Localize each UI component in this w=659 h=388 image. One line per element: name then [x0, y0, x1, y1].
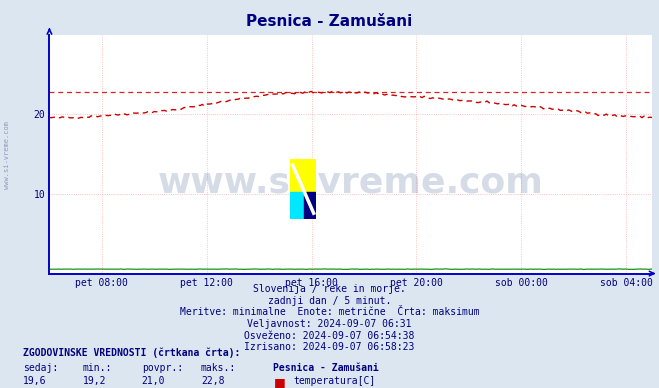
- Text: 21,0: 21,0: [142, 376, 165, 386]
- Polygon shape: [304, 192, 316, 219]
- Text: 22,8: 22,8: [201, 376, 225, 386]
- Text: min.:: min.:: [82, 363, 112, 373]
- Text: ZGODOVINSKE VREDNOSTI (črtkana črta):: ZGODOVINSKE VREDNOSTI (črtkana črta):: [23, 347, 241, 358]
- Text: sedaj:: sedaj:: [23, 363, 58, 373]
- Text: Izrisano: 2024-09-07 06:58:23: Izrisano: 2024-09-07 06:58:23: [244, 342, 415, 352]
- Text: zadnji dan / 5 minut.: zadnji dan / 5 minut.: [268, 296, 391, 306]
- Polygon shape: [290, 159, 316, 192]
- Text: temperatura[C]: temperatura[C]: [293, 376, 376, 386]
- Text: maks.:: maks.:: [201, 363, 236, 373]
- Text: 19,6: 19,6: [23, 376, 47, 386]
- Text: povpr.:: povpr.:: [142, 363, 183, 373]
- Text: Veljavnost: 2024-09-07 06:31: Veljavnost: 2024-09-07 06:31: [247, 319, 412, 329]
- Text: Osveženo: 2024-09-07 06:54:38: Osveženo: 2024-09-07 06:54:38: [244, 331, 415, 341]
- Text: www.si-vreme.com: www.si-vreme.com: [158, 166, 544, 200]
- Text: Slovenija / reke in morje.: Slovenija / reke in morje.: [253, 284, 406, 294]
- Text: 19,2: 19,2: [82, 376, 106, 386]
- Polygon shape: [290, 192, 304, 219]
- Text: www.si-vreme.com: www.si-vreme.com: [3, 121, 10, 189]
- Text: Pesnica - Zamušani: Pesnica - Zamušani: [273, 363, 379, 373]
- Text: Meritve: minimalne  Enote: metrične  Črta: maksimum: Meritve: minimalne Enote: metrične Črta:…: [180, 307, 479, 317]
- Text: ■: ■: [273, 376, 285, 388]
- Text: Pesnica - Zamušani: Pesnica - Zamušani: [246, 14, 413, 29]
